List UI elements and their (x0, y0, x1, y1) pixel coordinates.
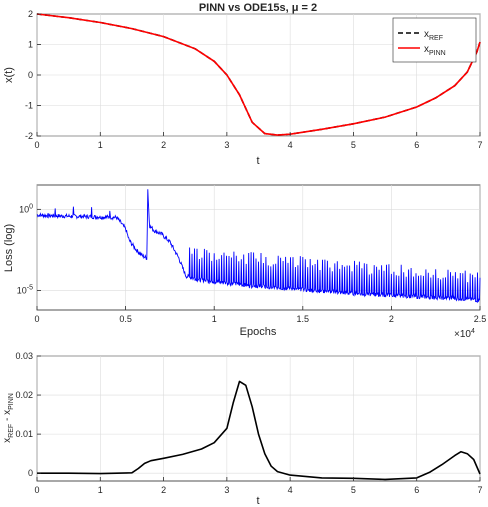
x-tick-label: 0 (34, 485, 39, 495)
y-tick-label: 0.01 (15, 429, 33, 439)
x-tick-label: 1 (98, 485, 103, 495)
x-tick-label: 0 (34, 314, 39, 324)
series-line-pinn (36, 13, 481, 136)
x-tick-label: 2 (389, 314, 394, 324)
legend-label-ref: xREF (424, 29, 443, 42)
x-tick-label: 7 (477, 485, 482, 495)
x-axis-label: t (256, 495, 259, 507)
x-tick-label: 5 (351, 485, 356, 495)
legend: xREF xPINN (392, 17, 477, 63)
x-tick-label: 6 (414, 140, 419, 150)
y-tick-label: -2 (25, 131, 33, 141)
y-axis-label: xREF - xPINN (2, 393, 15, 443)
x-tick-label: 4 (288, 140, 293, 150)
x-tick-label: 0.5 (119, 314, 132, 324)
y-tick-label: 0 (28, 468, 33, 478)
legend-box (392, 17, 477, 63)
chart-title: PINN vs ODE15s, μ = 2 (199, 2, 317, 14)
panel-error: 0 1 2 3 4 5 6 7 0 0.01 0.02 0.03 t xREF - xPINN (2, 351, 483, 507)
x-tick-label: 2 (161, 485, 166, 495)
x-tick-label: 4 (288, 485, 293, 495)
y-tick-label: 0.02 (15, 390, 33, 400)
x-tick-label: 5 (351, 140, 356, 150)
x-tick-label: 1 (212, 314, 217, 324)
y-tick-label: 10-5 (17, 285, 33, 296)
error-line (37, 380, 481, 481)
x-axis-label: Epochs (240, 326, 277, 338)
x-axis-label: t (256, 155, 259, 167)
y-tick-label: 0 (28, 70, 33, 80)
y-tick-label: 0.03 (15, 351, 33, 361)
loss-line (36, 189, 481, 304)
x-tick-label: 3 (224, 140, 229, 150)
x-tick-label: 2.5 (474, 314, 487, 324)
y-tick-label: 1 (28, 40, 33, 50)
y-tick-label: -1 (25, 101, 33, 111)
panel-loss: 0 0.5 1 1.5 2 2.5 100 10-5 Epochs Loss (log) ×1… (3, 184, 487, 340)
x-axis-exponent: ×104 (454, 328, 475, 340)
y-tick-label: 100 (19, 203, 33, 214)
x-tick-label: 1 (98, 140, 103, 150)
y-axis-label: x(t) (3, 67, 15, 83)
axes-box (36, 355, 481, 482)
x-tick-label: 3 (224, 485, 229, 495)
legend-label-pinn: xPINN (424, 44, 446, 57)
x-tick-label: 0 (34, 140, 39, 150)
x-tick-label: 1.5 (297, 314, 310, 324)
x-tick-label: 6 (414, 485, 419, 495)
x-tick-label: 7 (477, 140, 482, 150)
y-axis-label: Loss (log) (3, 224, 15, 272)
y-tick-label: 2 (28, 9, 33, 19)
x-tick-label: 2 (161, 140, 166, 150)
